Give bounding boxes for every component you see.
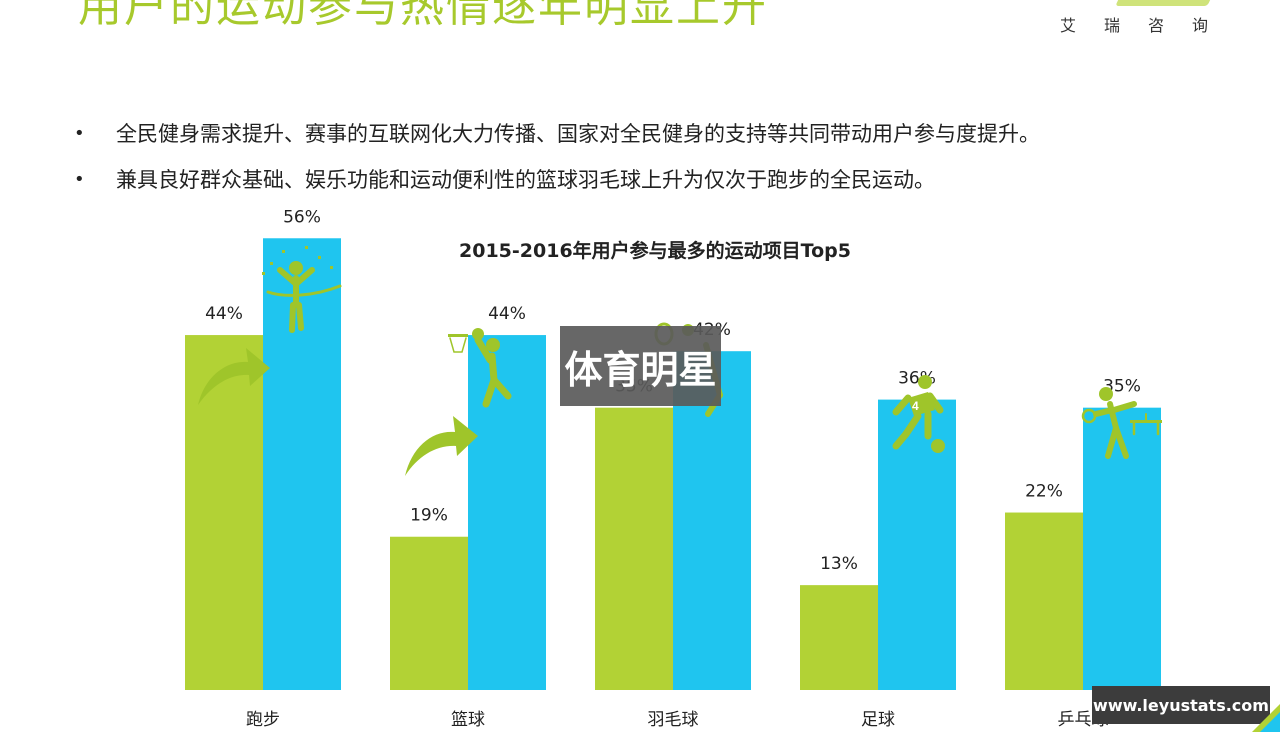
table-tennis-player-icon <box>1081 387 1162 459</box>
chart-title: 2015-2016年用户参与最多的运动项目Top5 <box>459 240 851 262</box>
confetti-icon <box>262 246 333 275</box>
page-title: 用户的运动参与热情逐年明显上升 <box>78 0 768 32</box>
growth-arrow-icon <box>198 348 270 405</box>
growth-arrow-icon <box>405 416 478 476</box>
bar <box>595 407 673 690</box>
bullet-text: 全民健身需求提升、赛事的互联网化大力传播、国家对全民健身的支持等共同带动用户参与… <box>116 122 1040 146</box>
bar-value-label: 44% <box>488 304 526 324</box>
category-label: 足球 <box>861 710 895 730</box>
bullet-dot: • <box>74 123 85 144</box>
bullet-item: • 兼具良好群众基础、娱乐功能和运动便利性的篮球羽毛球上升为仅次于跑步的全民运动。 <box>70 166 1040 212</box>
bullet-list: • 全民健身需求提升、赛事的互联网化大力传播、国家对全民健身的支持等共同带动用户参… <box>70 120 1040 212</box>
bar-value-label: 19% <box>410 506 448 526</box>
bullet-item: • 全民健身需求提升、赛事的互联网化大力传播、国家对全民健身的支持等共同带动用户参… <box>70 120 1040 166</box>
page-corner-icon <box>1252 704 1280 732</box>
runner-icon <box>266 261 342 333</box>
bar-value-label: 13% <box>820 554 858 574</box>
bar <box>390 536 468 690</box>
bar <box>468 335 546 690</box>
category-label: 篮球 <box>451 710 485 730</box>
logo-text: 艾瑞咨询 <box>1060 16 1237 35</box>
bar <box>1005 512 1083 690</box>
category-label: 羽毛球 <box>648 710 699 730</box>
bar <box>800 585 878 690</box>
bullet-text: 兼具良好群众基础、娱乐功能和运动便利性的篮球羽毛球上升为仅次于跑步的全民运动。 <box>116 168 935 192</box>
bar-value-label: 56% <box>283 207 321 227</box>
overlay-banner: 体育明星 <box>560 326 721 406</box>
bullet-dot: • <box>74 169 85 190</box>
category-label: 跑步 <box>246 710 280 730</box>
bar-value-label: 44% <box>205 304 243 324</box>
watermark: www.leyustats.com <box>1092 686 1270 724</box>
basketball-player-icon <box>448 328 512 408</box>
bar <box>185 335 263 690</box>
bar-value-label: 22% <box>1025 482 1063 502</box>
svg-text:4: 4 <box>912 399 919 413</box>
bar <box>1083 407 1161 690</box>
soccer-player-icon: 4 <box>892 375 945 453</box>
